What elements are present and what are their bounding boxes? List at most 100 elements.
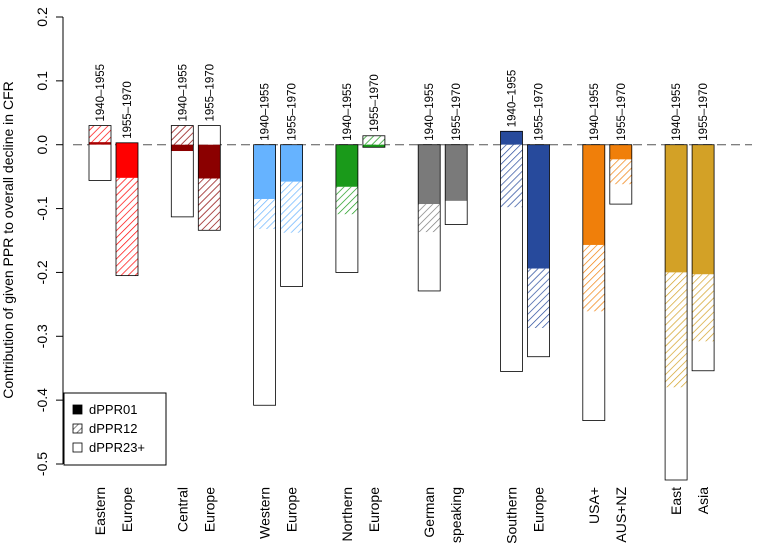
- segment-dppr23: [582, 311, 605, 421]
- legend: dPPR01 dPPR12 dPPR23+: [63, 392, 167, 466]
- y-tick-label: -0.1: [34, 196, 50, 220]
- segment-dppr12: [692, 274, 715, 342]
- bar-western-europe-p1: 1940–1955: [253, 83, 277, 406]
- bar-outline: [280, 144, 304, 287]
- bar-outline: [417, 144, 441, 292]
- bar-southern-europe-p1: 1940–1955: [500, 70, 523, 372]
- segment-dppr01: [582, 144, 605, 245]
- group-label: Europe: [366, 487, 382, 532]
- period-label: 1940–1955: [671, 83, 683, 141]
- period-label: 1955–1970: [616, 83, 628, 141]
- group-german-speaking: 1940–1955 1955–1970 German speaking: [417, 83, 468, 543]
- segment-dppr12: [582, 244, 605, 312]
- legend-label-dppr01: dPPR01: [89, 402, 137, 417]
- period-label: 1940–1955: [589, 83, 601, 141]
- segment-dppr23: [171, 151, 194, 217]
- segment-dppr12: [171, 125, 194, 145]
- bar-usa-aus-nz-p1: 1940–1955: [582, 83, 606, 421]
- period-label: 1955–1970: [369, 74, 381, 132]
- segment-dppr12: [665, 272, 688, 388]
- segment-dppr01: [198, 144, 221, 179]
- bar-central-europe-p2: 1955–1970: [197, 64, 221, 231]
- segment-dppr12: [116, 177, 138, 276]
- segment-dppr12: [89, 125, 111, 145]
- y-tick-label: 0.1: [34, 71, 50, 91]
- segment-dppr23: [665, 387, 688, 480]
- y-tick-label: 0.0: [34, 135, 50, 155]
- segment-dppr01: [500, 131, 523, 145]
- bar-western-europe-p2: 1955–1970: [280, 83, 304, 287]
- group-label: Europe: [531, 487, 547, 532]
- y-tick-label: -0.4: [34, 388, 50, 412]
- period-label: 1940–1955: [507, 70, 519, 128]
- group-label: Europe: [119, 487, 135, 532]
- bar-outline: [691, 144, 715, 372]
- bar-outline: [609, 144, 633, 205]
- bar-central-europe-p1: 1940–1955: [170, 64, 194, 218]
- bar-outline: [170, 125, 194, 218]
- legend-swatch-dppr12: [72, 423, 83, 434]
- segment-dppr23: [253, 229, 276, 406]
- segment-dppr23: [500, 207, 523, 372]
- bar-eastern-europe-p1: 1940–1955: [88, 64, 112, 181]
- bar-usa-aus-nz-p2: 1955–1970: [609, 83, 633, 205]
- legend-swatch-dppr01: [72, 404, 83, 415]
- y-tick-label: -0.5: [34, 452, 50, 476]
- bar-outline: [500, 130, 523, 372]
- segment-dppr23: [89, 144, 111, 181]
- period-label: 1955–1970: [534, 83, 546, 141]
- group-label: Northern: [339, 487, 355, 541]
- group-northern-europe: 1940–1955 1955–1970 Northern Europe: [335, 74, 386, 541]
- segment-dppr12: [253, 198, 276, 230]
- segment-dppr12: [527, 268, 550, 328]
- bar-outline: [253, 144, 277, 406]
- bar-northern-europe-p2: 1955–1970: [362, 74, 386, 148]
- segment-dppr23: [198, 125, 221, 145]
- group-label: Europe: [201, 487, 217, 532]
- group-label: Eastern: [92, 487, 108, 535]
- legend-label-dppr12: dPPR12: [89, 421, 137, 436]
- segment-dppr23: [527, 327, 550, 357]
- bar-german-speaking-p2: 1955–1970: [444, 83, 468, 225]
- segment-dppr23: [445, 200, 468, 225]
- period-label: 1940–1955: [95, 64, 107, 122]
- bar-outline: [582, 144, 606, 421]
- bar-german-speaking-p1: 1940–1955: [417, 83, 441, 292]
- segment-dppr23: [335, 214, 358, 273]
- group-label: Asia: [695, 487, 711, 514]
- bar-outline: [88, 125, 112, 181]
- group-western-europe: 1940–1955 1955–1970 Western Europe: [253, 83, 304, 539]
- group-southern-europe: 1940–1955 1955–1970 Southern Europe: [500, 70, 550, 543]
- group-label: East: [668, 487, 684, 515]
- segment-dppr01: [335, 144, 358, 187]
- bar-outline: [335, 144, 359, 273]
- segment-dppr12: [500, 144, 523, 208]
- segment-dppr23: [280, 232, 303, 287]
- segment-dppr23: [692, 341, 715, 371]
- segment-dppr12: [198, 178, 221, 231]
- segment-dppr23: [609, 184, 632, 205]
- segment-dppr01: [418, 144, 441, 205]
- segment-dppr01: [362, 144, 385, 148]
- y-tick-label: 0.2: [34, 7, 50, 27]
- bar-outline: [115, 142, 139, 277]
- period-label: 1955–1970: [287, 83, 299, 141]
- y-tick-label: -0.2: [34, 260, 50, 284]
- period-label: 1955–1970: [204, 64, 216, 122]
- group-label: Southern: [504, 487, 520, 543]
- bar-eastern-europe-p2: 1955–1970: [115, 81, 139, 277]
- period-label: 1955–1970: [122, 81, 134, 139]
- bar-outline: [444, 144, 468, 225]
- period-label: 1940–1955: [342, 83, 354, 141]
- group-label: Central: [174, 487, 190, 532]
- segment-dppr12: [280, 181, 303, 233]
- segment-dppr01: [116, 142, 138, 178]
- bar-outline: [527, 144, 550, 358]
- segment-dppr01: [692, 144, 715, 275]
- group-usa-aus-nz: 1940–1955 1955–1970 USA+ AUS+NZ: [582, 83, 633, 543]
- bar-southern-europe-p2: 1955–1970: [527, 83, 550, 358]
- segment-dppr01: [253, 144, 276, 199]
- period-label: 1940–1955: [177, 64, 189, 122]
